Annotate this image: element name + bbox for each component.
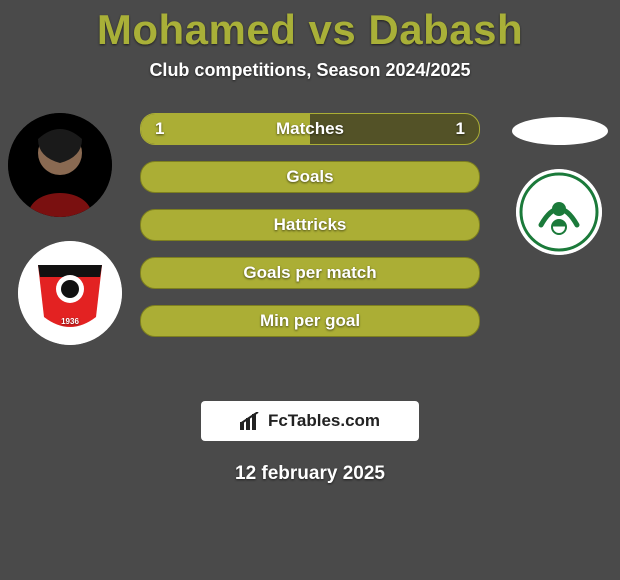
club-crest-ghazl-icon: 1936 [18,241,122,345]
stat-val-left-matches: 1 [155,114,164,144]
player-left-avatar [8,113,112,217]
player-photo-icon [8,113,112,217]
svg-text:1936: 1936 [61,317,79,326]
stat-label-matches: Matches [276,119,344,138]
stat-row-hattricks: Hattricks [140,209,480,241]
page-title: Mohamed vs Dabash [0,0,620,54]
player-right-avatar-oval [512,117,608,145]
stat-label-min-per-goal: Min per goal [260,311,360,330]
brand-text: FcTables.com [268,411,380,431]
stat-bars: 1 Matches 1 Goals Hattricks Goals per ma… [140,113,480,353]
stat-row-goals: Goals [140,161,480,193]
bar-chart-icon [240,412,262,430]
page-subtitle: Club competitions, Season 2024/2025 [0,60,620,81]
stat-row-goals-per-match: Goals per match [140,257,480,289]
player-left-club-crest: 1936 [18,241,122,345]
club-crest-almasry-icon [516,169,602,255]
stat-label-goals-per-match: Goals per match [243,263,376,282]
stat-val-right-matches: 1 [456,114,465,144]
brand-attribution[interactable]: FcTables.com [201,401,419,441]
stat-label-hattricks: Hattricks [274,215,347,234]
stat-label-goals: Goals [286,167,333,186]
infographic-date: 12 february 2025 [0,463,620,485]
stat-row-matches: 1 Matches 1 [140,113,480,145]
comparison-stage: 1936 1 Matches 1 Goals Hattricks [0,113,620,373]
player-right-club-crest [516,169,602,255]
stat-row-min-per-goal: Min per goal [140,305,480,337]
